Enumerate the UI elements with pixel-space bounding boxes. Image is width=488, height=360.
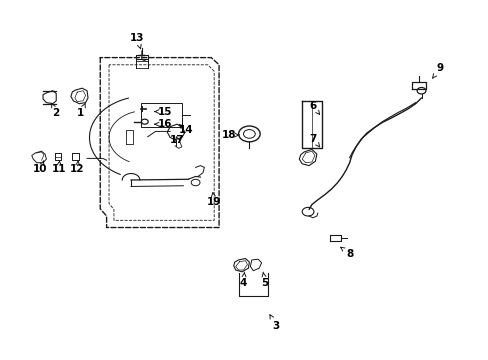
Text: 13: 13 xyxy=(129,33,144,49)
Circle shape xyxy=(416,87,425,94)
Polygon shape xyxy=(167,124,184,140)
Polygon shape xyxy=(71,88,88,104)
Text: 16: 16 xyxy=(155,119,172,129)
Text: 14: 14 xyxy=(178,125,193,135)
Circle shape xyxy=(191,179,200,186)
Text: 8: 8 xyxy=(340,247,352,259)
Polygon shape xyxy=(43,91,56,104)
Text: 18: 18 xyxy=(221,130,239,140)
Text: 7: 7 xyxy=(308,134,319,147)
Polygon shape xyxy=(233,258,249,272)
Text: 17: 17 xyxy=(170,135,184,145)
Text: 15: 15 xyxy=(155,107,172,117)
Circle shape xyxy=(243,130,255,138)
Text: 10: 10 xyxy=(33,161,47,174)
Circle shape xyxy=(141,119,148,124)
Circle shape xyxy=(238,126,260,142)
Polygon shape xyxy=(32,151,46,163)
Text: 5: 5 xyxy=(261,272,268,288)
Polygon shape xyxy=(299,149,316,166)
Polygon shape xyxy=(250,259,261,271)
Text: 12: 12 xyxy=(70,161,84,174)
Text: 3: 3 xyxy=(269,315,279,331)
Text: 19: 19 xyxy=(206,193,221,207)
Text: 2: 2 xyxy=(51,103,60,118)
Text: 4: 4 xyxy=(239,272,247,288)
Text: 9: 9 xyxy=(431,63,443,78)
Circle shape xyxy=(302,207,313,216)
Text: 1: 1 xyxy=(77,103,85,118)
Bar xyxy=(141,103,182,127)
Text: 6: 6 xyxy=(309,101,319,114)
Text: 11: 11 xyxy=(51,161,66,174)
